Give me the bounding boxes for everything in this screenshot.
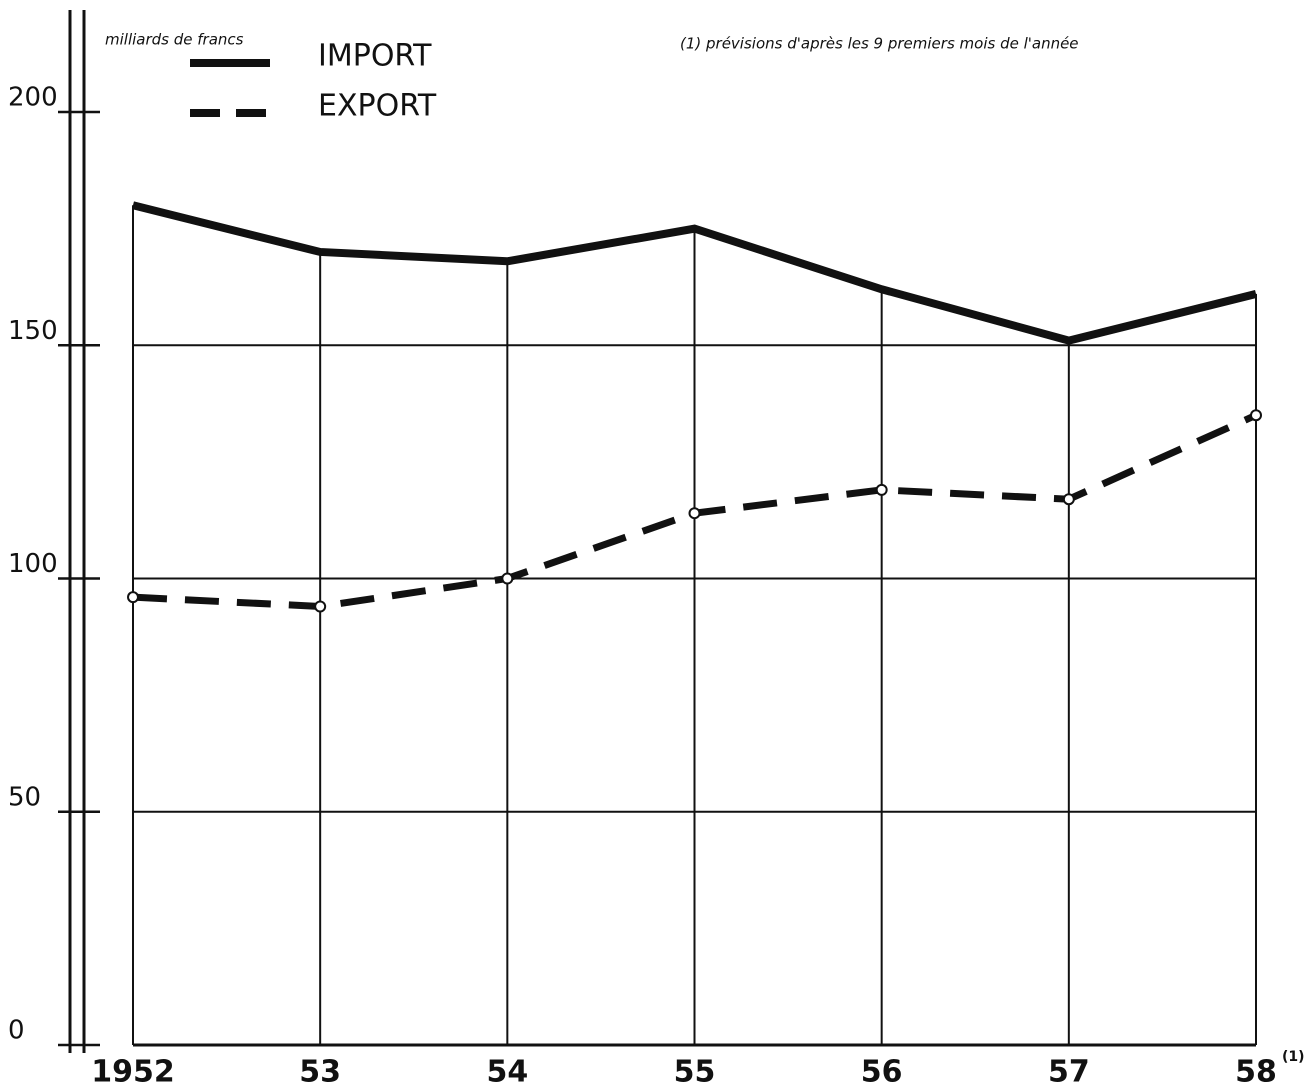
unit-label: milliards de francs xyxy=(105,31,244,49)
point xyxy=(314,600,327,613)
x-tick-label: 54 xyxy=(486,1055,528,1089)
x-tick-label: 55 xyxy=(674,1055,716,1089)
series-line xyxy=(132,201,1257,345)
y-tick-label: 0 xyxy=(8,1016,25,1046)
legend-label: IMPORT xyxy=(318,39,432,74)
x-tick-label: 58 xyxy=(1235,1055,1277,1089)
y-tick-label: 200 xyxy=(8,83,58,113)
point xyxy=(127,591,139,604)
point xyxy=(1250,409,1262,422)
point xyxy=(875,483,888,496)
legend-label: EXPORT xyxy=(318,89,437,124)
x-tick-label: 1952 xyxy=(91,1055,175,1089)
x-tick-label: 53 xyxy=(299,1055,341,1089)
point xyxy=(1062,493,1075,506)
x-tick-label: 57 xyxy=(1048,1055,1090,1089)
y-tick-label: 150 xyxy=(8,316,58,346)
footnote: (1) prévisions d'après les 9 premiers mo… xyxy=(680,35,1079,53)
x-tick-label: 56 xyxy=(861,1055,903,1089)
y-tick-label: 50 xyxy=(8,782,41,812)
point xyxy=(688,507,701,520)
point xyxy=(501,572,514,585)
y-tick-label: 100 xyxy=(8,549,58,579)
footnote-marker: (1) xyxy=(1282,1049,1305,1065)
